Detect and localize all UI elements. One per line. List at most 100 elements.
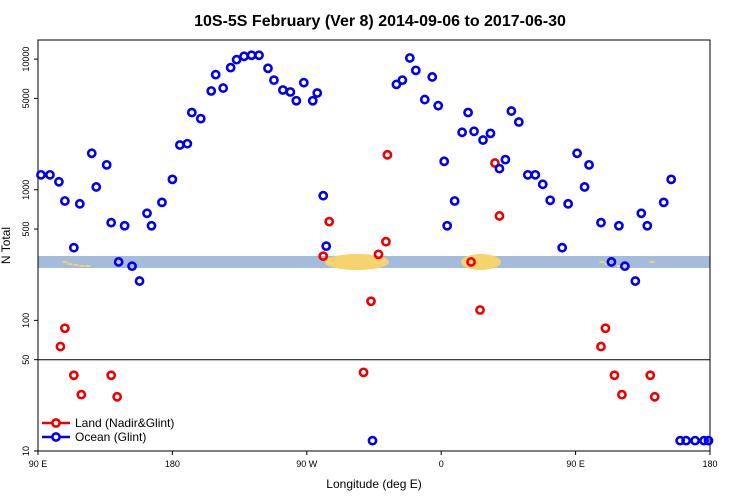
series-land bbox=[55, 149, 660, 402]
data-point bbox=[636, 208, 647, 219]
data-point bbox=[475, 305, 485, 315]
data-point bbox=[239, 51, 249, 62]
data-point bbox=[397, 75, 408, 86]
data-point bbox=[285, 87, 296, 97]
data-point bbox=[106, 370, 117, 381]
data-point bbox=[681, 435, 692, 446]
map-band bbox=[38, 254, 710, 270]
data-point bbox=[246, 50, 257, 61]
data-point bbox=[449, 196, 460, 206]
data-point bbox=[658, 197, 669, 208]
y-tick-label: 50 bbox=[21, 355, 31, 365]
data-point bbox=[442, 220, 453, 231]
x-axis-title: Longitude (deg E) bbox=[326, 477, 421, 491]
x-tick-label: 90 E bbox=[29, 459, 48, 469]
data-point bbox=[269, 75, 279, 86]
data-point bbox=[545, 195, 556, 206]
data-point bbox=[91, 182, 102, 192]
x-tick-label: 180 bbox=[165, 459, 180, 469]
data-point bbox=[182, 138, 193, 149]
data-point bbox=[381, 236, 391, 247]
data-point bbox=[206, 86, 217, 96]
legend-label: Ocean (Glint) bbox=[75, 430, 146, 444]
data-point bbox=[572, 148, 582, 159]
data-point bbox=[127, 261, 137, 272]
data-point bbox=[609, 370, 620, 381]
data-point bbox=[367, 435, 378, 446]
map-land-island bbox=[73, 264, 79, 266]
data-point bbox=[76, 389, 87, 400]
data-point bbox=[530, 169, 541, 180]
data-point bbox=[666, 174, 677, 185]
y-axis-title: N Total bbox=[0, 227, 13, 264]
data-point bbox=[146, 220, 157, 231]
data-point bbox=[433, 100, 444, 111]
data-point bbox=[614, 220, 624, 231]
y-tick-label: 500 bbox=[21, 222, 31, 237]
plot-frame bbox=[37, 39, 711, 452]
data-point bbox=[312, 88, 323, 98]
data-point bbox=[703, 435, 714, 446]
x-tick-label: 180 bbox=[702, 459, 717, 469]
legend-label: Land (Nadir&Glint) bbox=[75, 416, 174, 430]
data-point bbox=[86, 148, 97, 159]
data-point bbox=[278, 85, 288, 95]
data-point bbox=[291, 95, 302, 106]
data-point bbox=[500, 154, 511, 165]
data-point bbox=[537, 179, 548, 190]
y-tick-label: 10 bbox=[21, 446, 31, 456]
data-point bbox=[469, 126, 479, 137]
data-point bbox=[373, 249, 384, 260]
data-point bbox=[645, 370, 656, 381]
legend-marker bbox=[51, 418, 61, 428]
data-point bbox=[506, 106, 517, 116]
data-point bbox=[210, 69, 221, 80]
data-point bbox=[485, 128, 496, 139]
data-point bbox=[494, 163, 505, 174]
map-land-island bbox=[599, 261, 605, 263]
legend: Land (Nadir&Glint)Ocean (Glint) bbox=[42, 416, 174, 444]
y-axis: 10 50 100 500 1000 5000 10000 bbox=[21, 47, 38, 456]
data-point bbox=[74, 198, 85, 209]
data-point bbox=[419, 94, 430, 105]
data-point bbox=[596, 341, 606, 352]
map-land-island bbox=[62, 261, 68, 263]
data-point bbox=[358, 367, 369, 378]
data-point bbox=[642, 220, 653, 231]
y-tick-label: 1000 bbox=[21, 180, 31, 200]
data-point bbox=[522, 169, 533, 180]
data-point bbox=[410, 65, 421, 76]
data-point bbox=[45, 169, 55, 180]
data-point bbox=[254, 50, 264, 61]
data-point bbox=[382, 149, 393, 160]
data-point bbox=[218, 83, 229, 93]
data-point bbox=[366, 296, 376, 307]
data-points bbox=[36, 50, 714, 446]
x-tick-label: 0 bbox=[439, 459, 444, 469]
data-point bbox=[563, 198, 574, 209]
data-point bbox=[263, 63, 273, 74]
data-point bbox=[513, 117, 524, 127]
data-point bbox=[630, 276, 641, 286]
x-tick-label: 90 E bbox=[566, 459, 585, 469]
data-point bbox=[54, 176, 64, 187]
data-point bbox=[584, 159, 594, 170]
data-point bbox=[195, 113, 206, 124]
data-point bbox=[231, 54, 242, 65]
data-point bbox=[134, 276, 145, 286]
x-tick-label: 90 W bbox=[296, 459, 318, 469]
map-land-south-america bbox=[325, 254, 389, 270]
map-land-island bbox=[79, 265, 85, 267]
data-point bbox=[439, 156, 450, 167]
data-point bbox=[600, 323, 611, 334]
data-point bbox=[318, 251, 329, 262]
data-point bbox=[112, 391, 123, 402]
data-point bbox=[457, 127, 468, 138]
data-point bbox=[186, 107, 197, 118]
data-point bbox=[324, 216, 335, 227]
data-point bbox=[649, 391, 660, 402]
data-point bbox=[59, 196, 70, 206]
data-point bbox=[157, 197, 167, 208]
data-point bbox=[225, 62, 236, 73]
